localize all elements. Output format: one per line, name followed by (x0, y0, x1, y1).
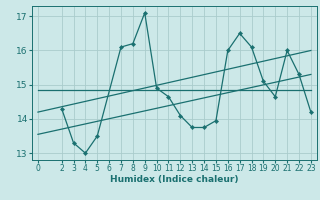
X-axis label: Humidex (Indice chaleur): Humidex (Indice chaleur) (110, 175, 239, 184)
